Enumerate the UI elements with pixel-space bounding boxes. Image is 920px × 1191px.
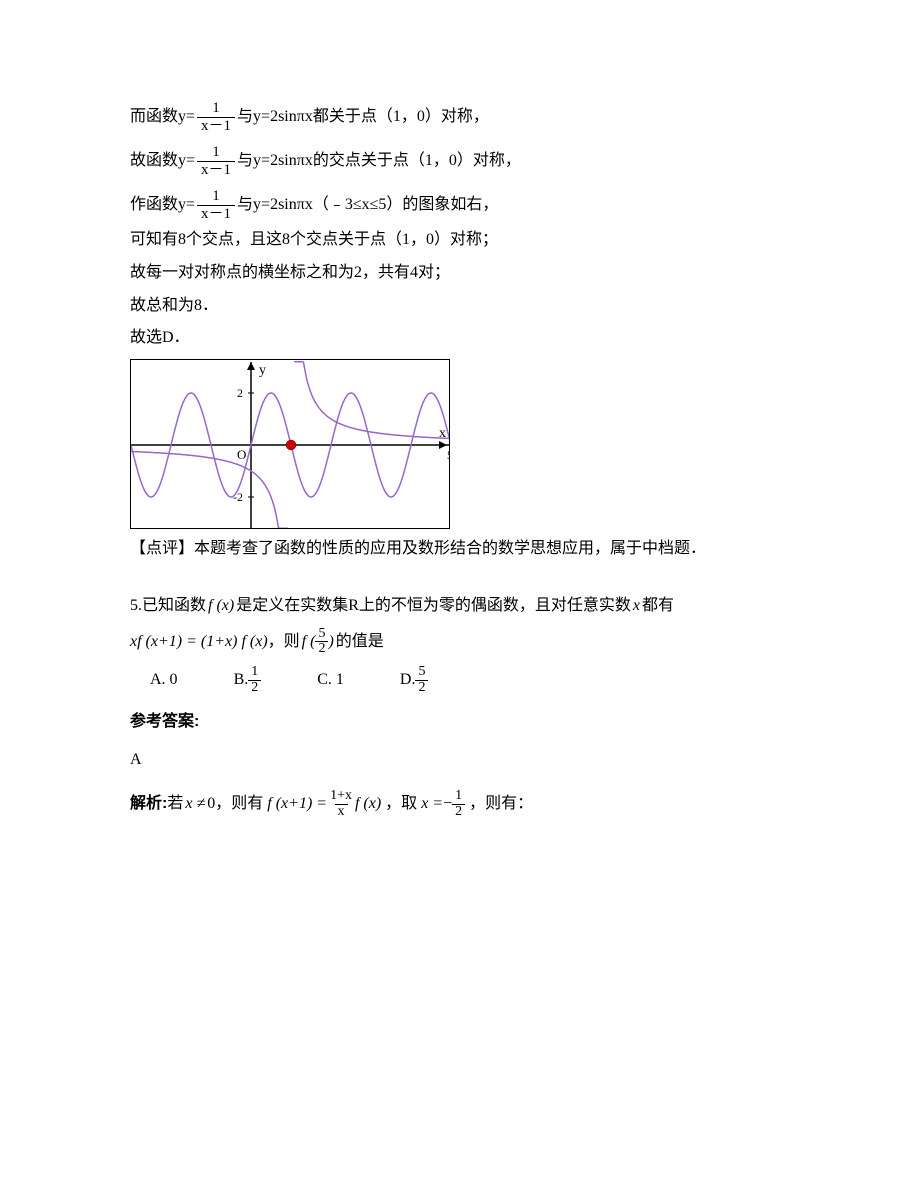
paragraph-6: 故总和为8． bbox=[130, 292, 790, 321]
q-number: 5. bbox=[130, 592, 142, 621]
fraction: 5 2 bbox=[315, 627, 328, 657]
solution-line: 解析: 若 x ≠ 0，则有 f (x+1) = 1+x x f (x) ，取 … bbox=[130, 789, 790, 819]
fraction: 1+x x bbox=[327, 789, 355, 819]
paragraph-7: 故选D． bbox=[130, 324, 790, 353]
fraction: 1 x－1 bbox=[197, 144, 235, 178]
function-graph: xyO2-25 bbox=[130, 359, 450, 529]
text: ，则 bbox=[268, 628, 300, 657]
option-d: D. 5 2 bbox=[400, 665, 429, 695]
text: 与y=2sinπx（﹣3≤x≤5）的图象如右， bbox=[237, 191, 498, 220]
text: 已知函数 bbox=[142, 592, 206, 621]
svg-text:2: 2 bbox=[237, 386, 243, 400]
math-eq2: f (x+1) = 1+x x f (x) bbox=[267, 789, 381, 819]
fraction: 1 2 bbox=[452, 789, 465, 819]
svg-text:5: 5 bbox=[447, 448, 449, 462]
svg-text:O: O bbox=[237, 447, 246, 462]
review: 【点评】本题考查了函数的性质的应用及数形结合的数学思想应用，属于中档题． bbox=[130, 535, 790, 564]
text: 故函数y= bbox=[130, 147, 195, 176]
svg-text:-2: -2 bbox=[233, 490, 243, 504]
fraction: 1 x－1 bbox=[197, 188, 235, 222]
paragraph-1: 而函数y= 1 x－1 与y=2sinπx都关于点（1，0）对称， bbox=[130, 100, 790, 134]
graph-svg: xyO2-25 bbox=[131, 360, 449, 528]
math-fx: f (x) bbox=[208, 592, 234, 621]
paragraph-5: 故每一对对称点的横坐标之和为2，共有4对； bbox=[130, 259, 790, 288]
math-x: x bbox=[633, 592, 640, 621]
text: 的值是 bbox=[336, 628, 384, 657]
fraction: 1 2 bbox=[248, 665, 261, 695]
fraction: 5 2 bbox=[415, 665, 428, 695]
math-take: x = − 1 2 bbox=[421, 789, 465, 819]
question-5-line2: xf (x+1) = (1+x) f (x) ，则 f ( 5 2 ) 的值是 bbox=[130, 627, 790, 657]
text: 而函数y= bbox=[130, 103, 195, 132]
math-f52: f ( 5 2 ) bbox=[302, 627, 334, 657]
option-a: A. 0 bbox=[150, 666, 178, 695]
question-5-line1: 5. 已知函数 f (x) 是定义在实数集R上的不恒为零的偶函数，且对任意实数 … bbox=[130, 592, 790, 621]
paragraph-4: 可知有8个交点，且这8个交点关于点（1，0）对称； bbox=[130, 226, 790, 255]
paragraph-2: 故函数y= 1 x－1 与y=2sinπx的交点关于点（1，0）对称， bbox=[130, 144, 790, 178]
text: 可知有8个交点，且这8个交点关于点（1，0）对称； bbox=[130, 226, 498, 255]
option-c: C. 1 bbox=[317, 666, 344, 695]
text: 【点评】本题考查了函数的性质的应用及数形结合的数学思想应用，属于中档题． bbox=[130, 535, 706, 564]
text: 都有 bbox=[642, 592, 674, 621]
option-b: B. 1 2 bbox=[234, 665, 262, 695]
fraction: 1 x－1 bbox=[197, 100, 235, 134]
math-eq: xf (x+1) = (1+x) f (x) bbox=[130, 628, 268, 657]
solution-label: 解析: bbox=[130, 790, 167, 819]
text: 故总和为8． bbox=[130, 292, 218, 321]
text: 作函数y= bbox=[130, 191, 195, 220]
text: 与y=2sinπx都关于点（1，0）对称， bbox=[237, 103, 489, 132]
svg-text:y: y bbox=[259, 363, 266, 378]
options-row: A. 0 B. 1 2 C. 1 D. 5 2 bbox=[150, 665, 790, 695]
answer-label: 参考答案: bbox=[130, 708, 790, 737]
answer: A bbox=[130, 746, 790, 775]
text: 故选D． bbox=[130, 324, 190, 353]
text: 故每一对对称点的横坐标之和为2，共有4对； bbox=[130, 259, 450, 288]
paragraph-3: 作函数y= 1 x－1 与y=2sinπx（﹣3≤x≤5）的图象如右， bbox=[130, 188, 790, 222]
text: 与y=2sinπx的交点关于点（1，0）对称， bbox=[237, 147, 521, 176]
text: 是定义在实数集R上的不恒为零的偶函数，且对任意实数 bbox=[236, 592, 631, 621]
